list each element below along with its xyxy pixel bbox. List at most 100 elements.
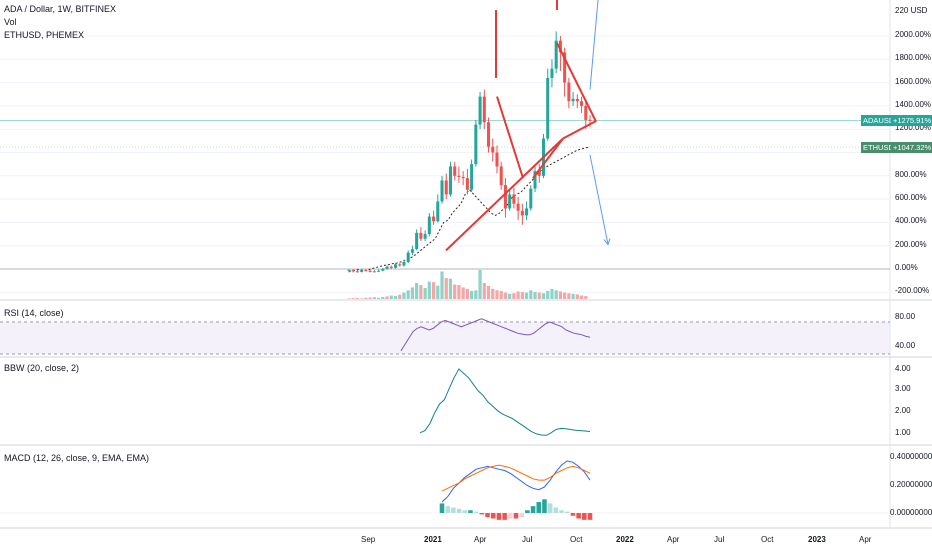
candle-body[interactable] bbox=[487, 122, 491, 147]
candle-body[interactable] bbox=[355, 271, 359, 273]
volume-bar[interactable] bbox=[368, 297, 372, 299]
candle-body[interactable] bbox=[478, 96, 482, 125]
projection-up-arrow[interactable] bbox=[589, 0, 599, 90]
candle-body[interactable] bbox=[525, 208, 529, 216]
macd-histogram-bar[interactable] bbox=[519, 513, 524, 518]
volume-bar[interactable] bbox=[563, 292, 567, 299]
volume-bar[interactable] bbox=[381, 296, 385, 299]
macd-histogram-bar[interactable] bbox=[479, 513, 485, 515]
compare-legend[interactable]: ETHUSD, PHEMEX bbox=[4, 30, 85, 40]
volume-bar[interactable] bbox=[516, 291, 520, 299]
candle-body[interactable] bbox=[546, 77, 550, 139]
drawn-support-trendline[interactable] bbox=[445, 137, 564, 252]
candle-body[interactable] bbox=[558, 40, 562, 53]
projection-down-arrow[interactable] bbox=[589, 154, 609, 245]
volume-bar[interactable] bbox=[482, 283, 486, 299]
candle-body[interactable] bbox=[351, 270, 355, 272]
macd-histogram-bar[interactable] bbox=[587, 513, 593, 520]
drawn-flag-line-2[interactable] bbox=[532, 137, 564, 179]
volume-bar[interactable] bbox=[529, 290, 533, 299]
volume-bar[interactable] bbox=[465, 288, 469, 299]
macd-histogram-bar[interactable] bbox=[553, 507, 559, 513]
macd-histogram-bar[interactable] bbox=[542, 499, 547, 513]
volume-bar[interactable] bbox=[512, 293, 516, 299]
volume-bar[interactable] bbox=[355, 298, 360, 299]
candle-body[interactable] bbox=[571, 98, 575, 102]
drawn-resistance-trendline[interactable] bbox=[556, 42, 597, 123]
candle-body[interactable] bbox=[491, 146, 495, 153]
macd-line[interactable] bbox=[441, 460, 591, 503]
volume-bar[interactable] bbox=[351, 298, 355, 299]
volume-bar[interactable] bbox=[448, 278, 453, 299]
volume-bar[interactable] bbox=[474, 290, 478, 299]
macd-histogram-bar[interactable] bbox=[473, 511, 479, 513]
bbw-legend[interactable]: BBW (20, close, 2) bbox=[4, 363, 80, 373]
candle-body[interactable] bbox=[512, 194, 516, 204]
volume-bar[interactable] bbox=[567, 293, 571, 299]
macd-histogram-bar[interactable] bbox=[439, 503, 445, 513]
volume-bar[interactable] bbox=[389, 295, 393, 299]
macd-histogram-bar[interactable] bbox=[564, 511, 570, 513]
volume-bar[interactable] bbox=[554, 290, 558, 299]
macd-histogram-bar[interactable] bbox=[547, 503, 553, 513]
candle-body[interactable] bbox=[398, 264, 402, 266]
volume-bar[interactable] bbox=[402, 292, 406, 299]
candle-body[interactable] bbox=[419, 232, 423, 239]
candle-body[interactable] bbox=[533, 171, 537, 189]
macd-histogram-bar[interactable] bbox=[502, 513, 507, 520]
candle-body[interactable] bbox=[550, 68, 554, 78]
rsi-legend[interactable]: RSI (14, close) bbox=[4, 308, 64, 318]
volume-bar[interactable] bbox=[423, 287, 427, 299]
candle-body[interactable] bbox=[567, 82, 571, 102]
volume-bar[interactable] bbox=[584, 296, 588, 299]
candle-body[interactable] bbox=[368, 270, 372, 272]
main-legend-title[interactable]: ADA / Dollar, 1W, BITFINEX bbox=[4, 4, 117, 14]
candle-body[interactable] bbox=[364, 270, 368, 272]
eth-compare-line[interactable] bbox=[348, 146, 591, 272]
volume-bar[interactable] bbox=[457, 285, 461, 299]
candle-body[interactable] bbox=[377, 270, 381, 272]
volume-bar[interactable] bbox=[478, 270, 482, 299]
candle-body[interactable] bbox=[432, 216, 436, 222]
candle-body[interactable] bbox=[427, 216, 431, 235]
rsi-line[interactable] bbox=[400, 318, 591, 352]
candle-body[interactable] bbox=[575, 98, 579, 102]
volume-bar[interactable] bbox=[470, 290, 474, 299]
volume-bar[interactable] bbox=[406, 290, 410, 299]
bbw-line[interactable] bbox=[419, 368, 591, 436]
volume-bar[interactable] bbox=[410, 287, 415, 299]
candle-body[interactable] bbox=[461, 176, 465, 179]
macd-histogram-bar[interactable] bbox=[559, 510, 564, 513]
volume-bar[interactable] bbox=[495, 290, 499, 299]
volume-bar[interactable] bbox=[347, 298, 351, 299]
macd-histogram-bar[interactable] bbox=[485, 513, 490, 518]
volume-bar[interactable] bbox=[579, 295, 584, 299]
volume-bar[interactable] bbox=[436, 285, 440, 299]
candle-body[interactable] bbox=[347, 270, 351, 272]
macd-signal-line[interactable] bbox=[441, 464, 591, 492]
candle-body[interactable] bbox=[520, 210, 524, 216]
macd-histogram-bar[interactable] bbox=[508, 513, 513, 519]
volume-bar[interactable] bbox=[575, 294, 579, 299]
candle-body[interactable] bbox=[529, 188, 533, 209]
macd-histogram-bar[interactable] bbox=[525, 510, 530, 513]
volume-bar[interactable] bbox=[398, 294, 402, 299]
volume-bar[interactable] bbox=[440, 271, 444, 299]
candle-body[interactable] bbox=[389, 266, 393, 268]
volume-bar[interactable] bbox=[486, 285, 491, 299]
volume-bar[interactable] bbox=[385, 296, 389, 299]
candle-body[interactable] bbox=[554, 40, 558, 69]
candle-body[interactable] bbox=[470, 164, 474, 190]
candle-body[interactable] bbox=[482, 96, 486, 123]
volume-bar[interactable] bbox=[508, 293, 512, 299]
macd-histogram-bar[interactable] bbox=[490, 513, 496, 519]
candle-body[interactable] bbox=[580, 101, 584, 106]
candle-body[interactable] bbox=[503, 185, 507, 209]
volume-bar[interactable] bbox=[571, 293, 575, 299]
candle-body[interactable] bbox=[410, 249, 414, 253]
candle-body[interactable] bbox=[423, 234, 427, 239]
candle-body[interactable] bbox=[385, 266, 389, 269]
candle-body[interactable] bbox=[499, 166, 503, 186]
macd-histogram-bar[interactable] bbox=[570, 513, 576, 516]
